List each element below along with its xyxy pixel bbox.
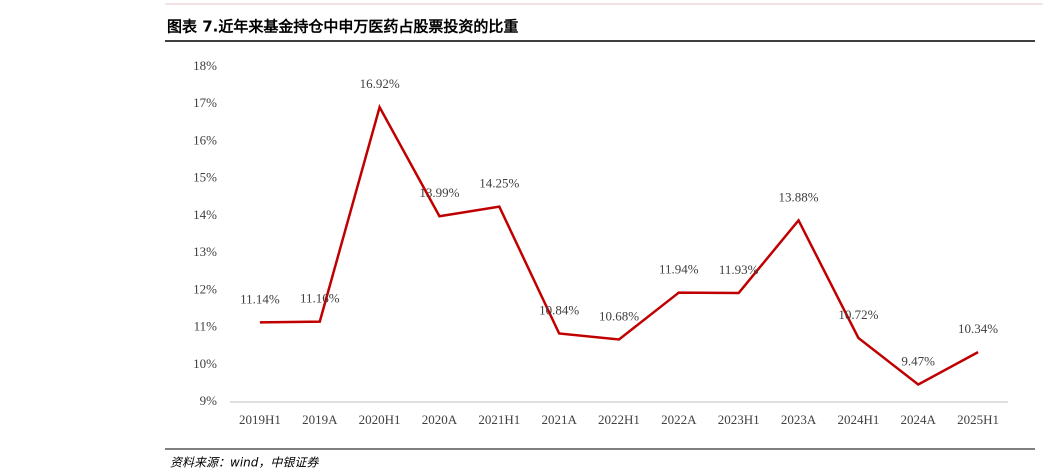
- x-tick-label: 2023H1: [718, 412, 760, 427]
- value-label: 16.92%: [360, 76, 400, 91]
- x-tick-label: 2023A: [781, 412, 817, 427]
- value-label: 14.25%: [479, 176, 519, 191]
- x-tick-label: 2021H1: [478, 412, 520, 427]
- value-label: 11.94%: [659, 262, 699, 277]
- value-label: 9.47%: [901, 353, 935, 368]
- x-tick-label: 2025H1: [957, 412, 999, 427]
- x-tick-label: 2019H1: [239, 412, 281, 427]
- y-tick-label: 9%: [200, 393, 218, 408]
- y-tick-label: 13%: [193, 244, 217, 259]
- y-tick-label: 11%: [194, 319, 218, 334]
- x-tick-label: 2020A: [422, 412, 458, 427]
- value-label: 11.93%: [719, 262, 759, 277]
- chart-title: 图表 7.近年来基金持仓中申万医药占股票投资的比重: [167, 18, 518, 36]
- x-tick-label: 2024H1: [837, 412, 879, 427]
- x-tick-label: 2024A: [901, 412, 937, 427]
- x-tick-label: 2020H1: [359, 412, 401, 427]
- y-tick-label: 12%: [193, 281, 217, 296]
- source: 资料来源：wind，中银证券: [170, 456, 319, 470]
- x-tick-label: 2021A: [541, 412, 577, 427]
- y-tick-label: 16%: [193, 132, 217, 147]
- value-label: 10.84%: [539, 302, 579, 317]
- value-label: 13.99%: [419, 185, 459, 200]
- value-label: 10.34%: [958, 321, 998, 336]
- y-tick-label: 10%: [193, 356, 217, 371]
- value-label: 11.14%: [240, 291, 280, 306]
- x-tick-label: 2022H1: [598, 412, 640, 427]
- value-label: 10.68%: [599, 308, 639, 323]
- y-tick-label: 18%: [193, 58, 217, 73]
- value-label: 11.16%: [300, 291, 340, 306]
- value-label: 13.88%: [778, 189, 818, 204]
- x-tick-label: 2022A: [661, 412, 697, 427]
- y-tick-label: 14%: [193, 207, 217, 222]
- y-tick-label: 17%: [193, 95, 217, 110]
- y-tick-label: 15%: [193, 170, 217, 185]
- value-label: 10.72%: [838, 307, 878, 322]
- x-tick-label: 2019A: [302, 412, 338, 427]
- line: [259, 103, 979, 386]
